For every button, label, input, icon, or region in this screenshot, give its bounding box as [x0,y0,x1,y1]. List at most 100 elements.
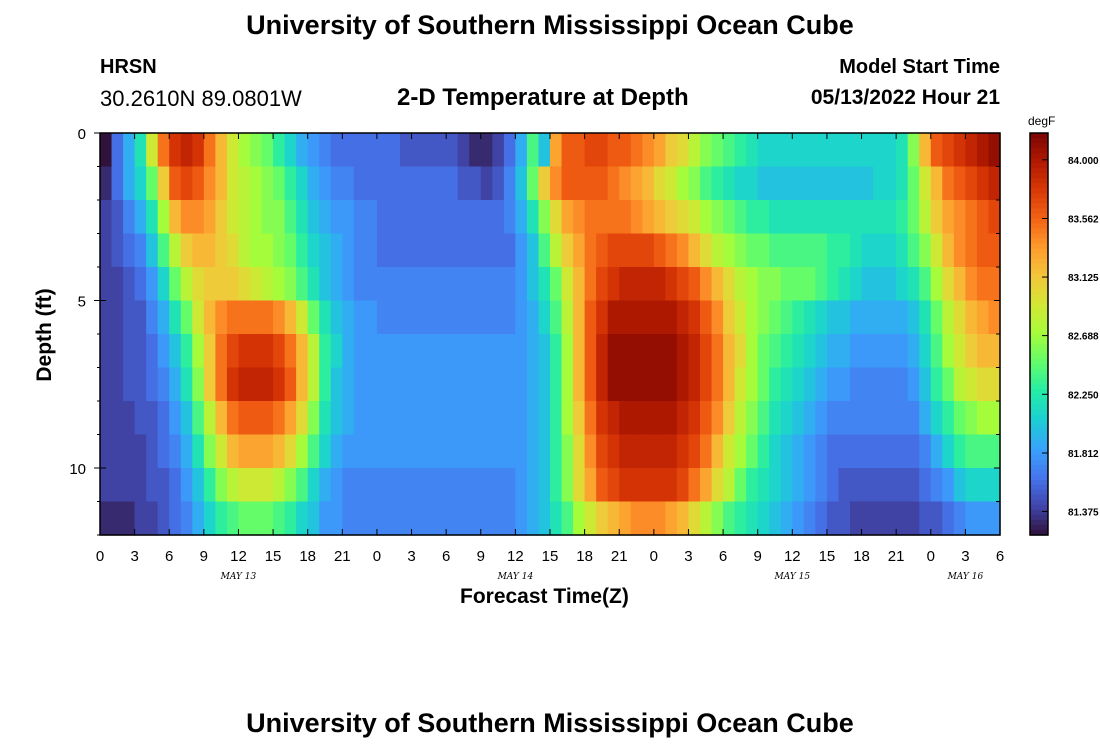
heatmap-cell [919,133,932,168]
heatmap-cell [550,233,563,268]
colorbar-tick-label: 81.812 [1068,449,1099,460]
heatmap-cell [353,133,366,168]
heatmap-cell [457,300,470,335]
heatmap-cell [930,267,943,302]
colorbar-segment [1030,459,1048,466]
heatmap-cell [700,166,713,201]
heatmap-cell [861,233,874,268]
heatmap-cell [411,501,424,536]
colorbar-segment [1030,223,1048,230]
heatmap-cell [111,468,124,503]
heatmap-cell [284,501,297,536]
heatmap-cell [942,300,955,335]
heatmap-cell [803,501,816,536]
heatmap-cell [596,501,609,536]
colorbar-segment [1030,434,1048,441]
heatmap-cell [515,501,528,536]
heatmap-cell [307,434,320,469]
heatmap-cell [619,300,632,335]
heatmap-cell [157,468,170,503]
heatmap-cell [526,367,540,402]
heatmap-cell [353,267,366,302]
heatmap-cell [919,401,932,436]
heatmap-cell [942,133,955,168]
heatmap-cell [550,501,563,536]
colorbar-unit: degF [1028,114,1055,128]
x-date-label: MAY 14 [497,572,534,582]
heatmap-cell [573,200,586,235]
heatmap-cell [607,267,620,302]
heatmap-cell [988,501,1001,536]
heatmap-cell [953,468,966,503]
heatmap-cell [226,367,240,402]
heatmap-cell [965,200,978,235]
heatmap-cell [826,233,840,268]
heatmap-cell [792,367,805,402]
heatmap-cell [250,300,263,335]
heatmap-cell [192,367,205,402]
heatmap-cell [780,267,793,302]
heatmap-cell [976,434,990,469]
heatmap-cell [976,401,990,436]
colorbar-segment [1030,198,1048,204]
heatmap-cell [769,166,782,201]
heatmap-cell [503,367,516,402]
heatmap-cell [157,401,170,436]
y-tick-label: 10 [69,461,86,478]
heatmap-cell [907,367,920,402]
heatmap-cell [342,267,355,302]
heatmap-cell [942,401,955,436]
heatmap-cell [180,434,193,469]
heatmap-cell [700,501,713,536]
heatmap-cell [526,133,540,168]
heatmap-cell [734,166,747,201]
colorbar-tick-label: 82.250 [1068,390,1099,401]
heatmap-cell [953,233,966,268]
heatmap-cell [953,501,966,536]
colorbar-segment [1030,389,1048,395]
heatmap-cell [607,166,620,201]
heatmap-cell [203,133,216,168]
heatmap-cell [123,200,136,235]
heatmap-cell [861,468,874,503]
heatmap-cell [400,267,413,302]
heatmap-cell [769,367,782,402]
heatmap-cell [930,133,943,168]
heatmap-cell [261,267,274,302]
heatmap-cell [723,267,736,302]
colorbar-segment [1030,328,1048,335]
heatmap-cell [296,166,309,201]
heatmap-cell [769,267,782,302]
heatmap-cell [711,166,724,201]
heatmap-cell [342,233,355,268]
heatmap-cell [850,434,863,469]
heatmap-cell [342,434,355,469]
heatmap-cell [838,434,851,469]
heatmap-cell [146,367,159,402]
heatmap-cell [319,501,332,536]
heatmap-cell [792,133,805,168]
heatmap-cell [157,434,170,469]
heatmap-cell [723,501,736,536]
heatmap-cell [180,133,193,168]
heatmap-cell [907,501,920,536]
heatmap-cell [400,501,413,536]
heatmap-cell [157,166,170,201]
heatmap-cell [826,501,840,536]
heatmap-cell [861,133,874,168]
heatmap-cell [238,200,251,235]
heatmap-cell [446,200,459,235]
heatmap-cell [146,133,159,168]
heatmap-cell [884,166,897,201]
heatmap-cell [850,133,863,168]
heatmap-cell [711,133,724,168]
heatmap-cell [238,434,251,469]
x-tick-label: 12 [507,548,524,565]
heatmap-cell [861,200,874,235]
colorbar-segment [1030,138,1048,144]
heatmap-cell [273,367,286,402]
heatmap-cell [503,133,516,168]
heatmap-cell [180,367,193,402]
x-tick-label: 3 [407,548,415,565]
heatmap-cell [630,133,643,168]
